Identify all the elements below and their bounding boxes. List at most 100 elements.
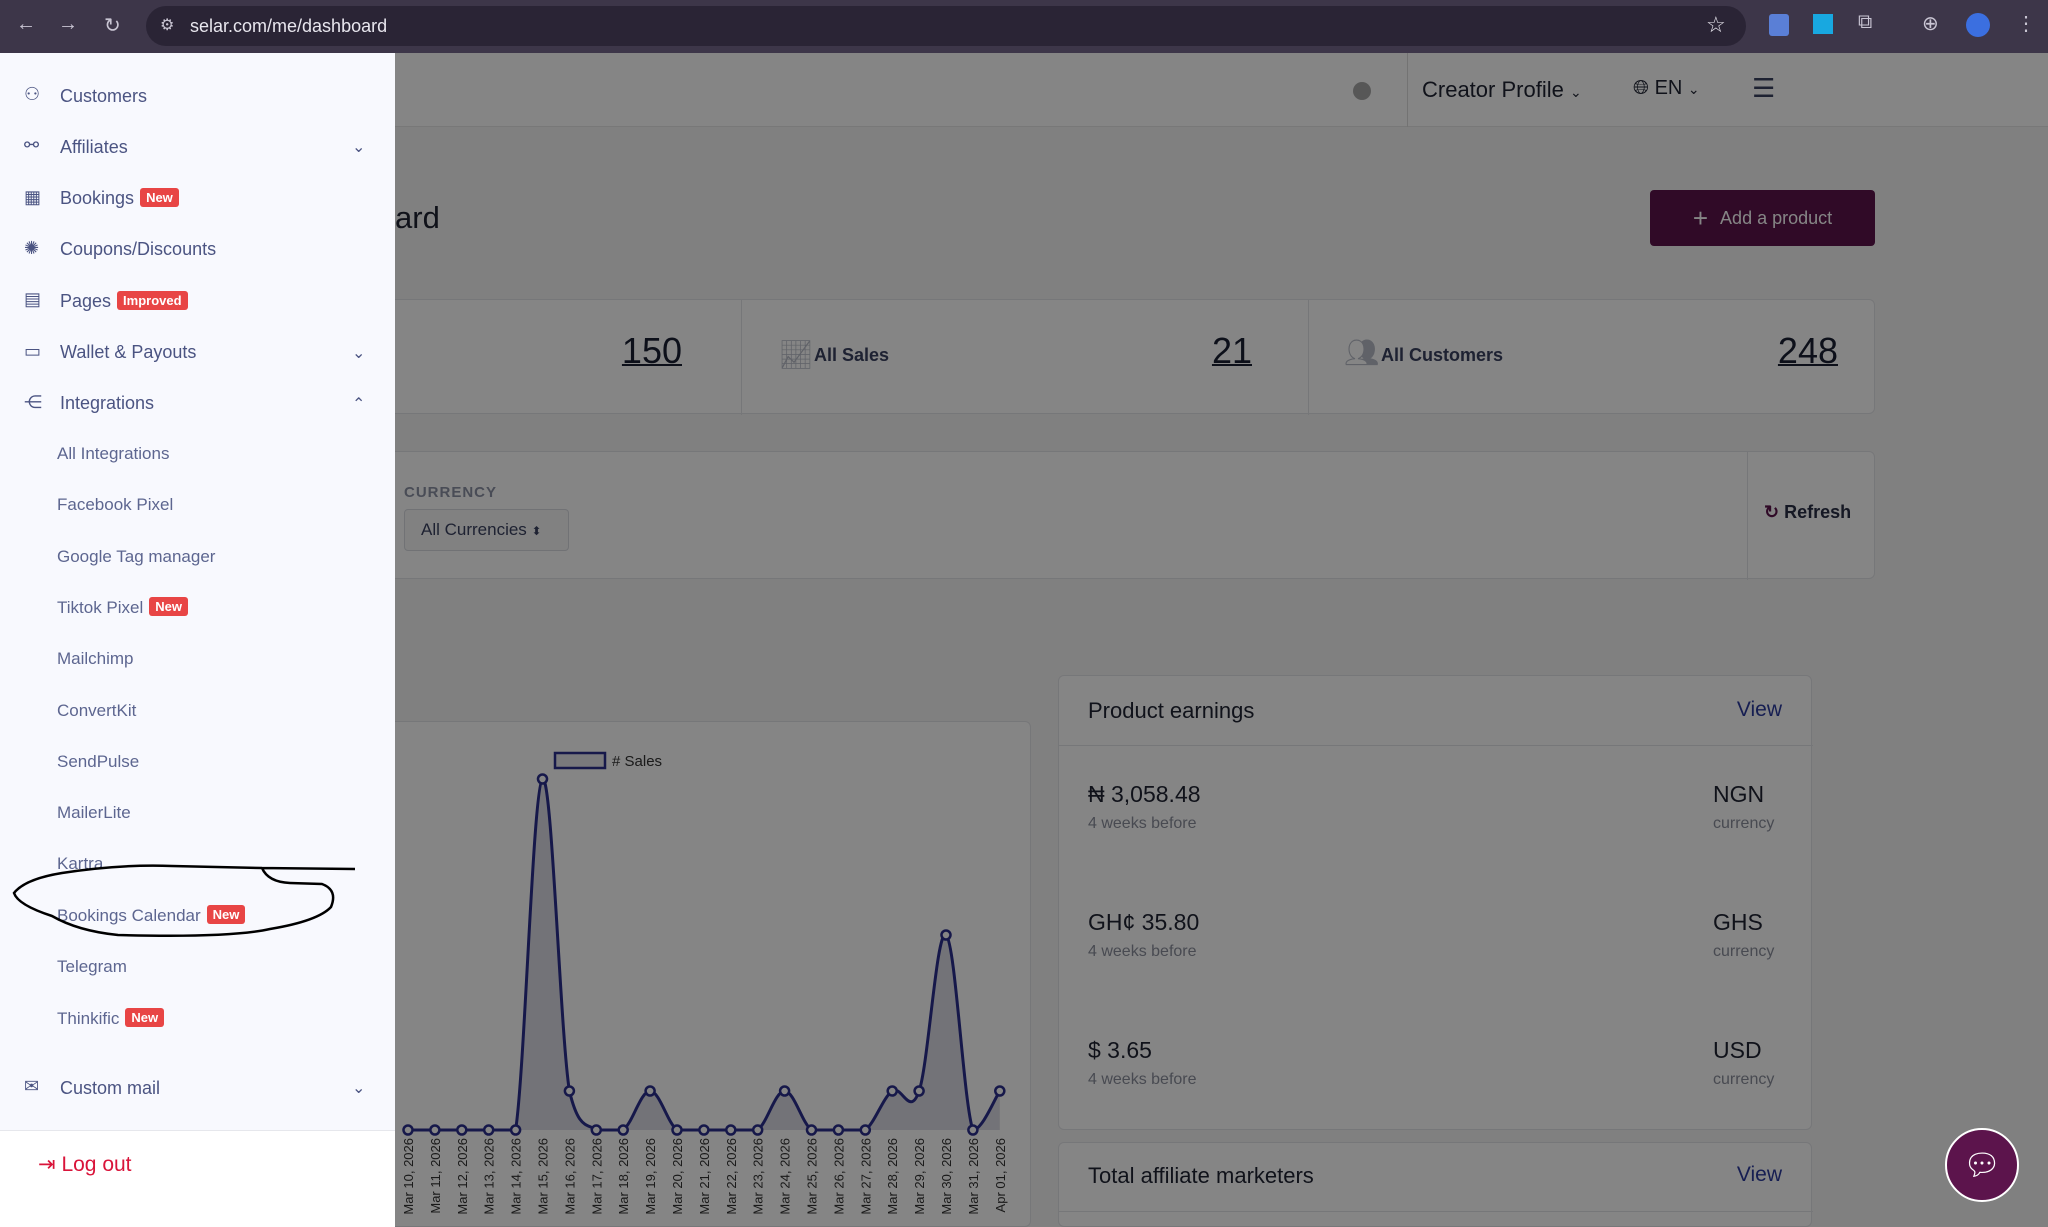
x-tick-label: Mar 15, 2026: [536, 1138, 551, 1215]
sidebar-subitem-text: Mailchimp: [57, 649, 134, 669]
back-icon[interactable]: ←: [16, 13, 36, 35]
sales-chart-card: Mar 10, 2026 Mar 11, 2026 Mar 12, 2026 Mar …: [395, 721, 1031, 1227]
x-tick-label: Mar 16, 2026: [562, 1138, 577, 1215]
earning-currency: GHS: [1713, 909, 1763, 935]
sales-data-point[interactable]: [698, 1124, 710, 1136]
sales-data-point[interactable]: [940, 929, 952, 941]
sales-data-point[interactable]: [429, 1124, 441, 1136]
sales-data-point[interactable]: [590, 1124, 603, 1136]
sidebar-item-label: Coupons/Discounts: [60, 239, 216, 260]
sales-data-point[interactable]: [402, 1124, 414, 1136]
divider: [1308, 300, 1309, 415]
site-settings-icon[interactable]: ⚙: [160, 17, 175, 34]
sales-data-point[interactable]: [967, 1124, 979, 1136]
x-tick-label: Mar 18, 2026: [616, 1138, 631, 1215]
forward-icon[interactable]: →: [58, 13, 78, 35]
bookmark-star-icon[interactable]: ☆: [1706, 12, 1726, 37]
chevron-down-icon[interactable]: ⌄: [352, 139, 366, 157]
legend-swatch[interactable]: [553, 751, 607, 770]
sidebar-subitem-label: Mailchimp: [57, 649, 134, 669]
sidebar-item-custom-mail[interactable]: ✉ Custom mail ⌄: [0, 1068, 395, 1108]
stat-value-sales[interactable]: 21: [1211, 330, 1252, 371]
stat-value-products[interactable]: 150: [621, 330, 682, 371]
sidebar: ⚇ Customers ⚯ Affiliates ⌄ ▦ Bookings New…: [0, 53, 395, 1227]
product-earnings-view-link[interactable]: View: [1736, 698, 1782, 721]
sales-data-point[interactable]: [563, 1085, 576, 1097]
stat-value-customers[interactable]: 248: [1777, 330, 1838, 371]
sidebar-subitem-all-integrations[interactable]: All Integrations: [0, 434, 395, 474]
creator-profile-dropdown[interactable]: Creator Profile ⌄: [1422, 77, 1582, 103]
logout-button[interactable]: ⇥ Log out: [38, 1152, 132, 1177]
hamburger-menu-icon[interactable]: ☰: [1752, 73, 1776, 103]
sidebar-subitem-tiktok-pixel[interactable]: Tiktok Pixel New: [0, 588, 395, 628]
language-dropdown[interactable]: 🌐︎ EN ⌄: [1633, 77, 1700, 100]
sidebar-item-pages[interactable]: ▤ Pages Improved: [0, 281, 395, 321]
refresh-button[interactable]: ↻ Refresh: [1764, 502, 1851, 523]
affiliate-marketers-view-link[interactable]: View: [1736, 1163, 1782, 1186]
sidebar-item-customers[interactable]: ⚇ Customers: [0, 76, 395, 116]
product-earnings-card: Product earnings View ₦ 3,058.48 4 weeks…: [1058, 675, 1813, 1130]
sidebar-subitem-sendpulse[interactable]: SendPulse: [0, 742, 395, 782]
translate-extension-icon[interactable]: [1769, 14, 1789, 36]
sidebar-subitem-text: MailerLite: [57, 803, 131, 823]
chat-support-button[interactable]: 💬︎: [1945, 1128, 2019, 1202]
x-tick-label: Mar 28, 2026: [885, 1138, 900, 1215]
currency-label: CURRENCY: [404, 484, 498, 501]
extension-icon[interactable]: [1813, 14, 1833, 34]
sidebar-subitem-mailerlite[interactable]: MailerLite: [0, 793, 395, 833]
sidebar-subitem-thinkific[interactable]: Thinkific New: [0, 998, 395, 1038]
sales-data-point[interactable]: [536, 773, 549, 785]
sidebar-item-coupons-discounts[interactable]: ✺ Coupons/Discounts: [0, 230, 395, 270]
sales-data-point[interactable]: [617, 1124, 629, 1136]
add-product-button[interactable]: + Add a product: [1650, 190, 1875, 246]
sidebar-footer: ⇥ Log out: [0, 1130, 395, 1227]
earning-period: 4 weeks before: [1088, 943, 1197, 960]
download-icon[interactable]: ⊕: [1922, 13, 1939, 35]
customers-icon: 👥︎: [1344, 337, 1380, 368]
sales-data-point[interactable]: [671, 1124, 683, 1136]
sidebar-subitem-facebook-pixel[interactable]: Facebook Pixel: [0, 485, 395, 525]
sales-data-point[interactable]: [859, 1124, 872, 1136]
sales-data-point[interactable]: [725, 1124, 737, 1136]
profile-avatar[interactable]: [1966, 13, 1990, 37]
sidebar-subitem-google-tag-manager[interactable]: Google Tag manager: [0, 537, 395, 577]
x-tick-label: Mar 14, 2026: [509, 1138, 524, 1215]
sidebar-item-bookings[interactable]: ▦ Bookings New: [0, 179, 395, 219]
sidebar-subitem-text: Google Tag manager: [57, 546, 216, 566]
currency-select[interactable]: All Currencies ⬍: [404, 509, 569, 551]
sales-data-point[interactable]: [913, 1085, 925, 1097]
address-bar[interactable]: ⚙ selar.com/me/dashboard ☆: [146, 6, 1746, 46]
sidebar-item-affiliates[interactable]: ⚯ Affiliates ⌄: [0, 127, 395, 167]
sales-data-point[interactable]: [778, 1085, 791, 1097]
sidebar-subitem-label: MailerLite: [57, 803, 131, 823]
sidebar-item-text: Bookings: [60, 188, 135, 209]
sidebar-subitem-telegram[interactable]: Telegram: [0, 947, 395, 987]
chat-bubble-icon: 💬︎: [1962, 1148, 2002, 1182]
sort-arrows-icon: ⬍: [531, 524, 542, 538]
coupon-icon: ✺: [24, 237, 40, 258]
sales-data-point[interactable]: [886, 1085, 898, 1097]
extensions-puzzle-icon[interactable]: ⧉: [1858, 11, 1873, 33]
affiliate-marketers-title: Total affiliate marketers: [1088, 1163, 1314, 1188]
sidebar-subitem-mailchimp[interactable]: Mailchimp: [0, 639, 395, 679]
sidebar-item-wallet-payouts[interactable]: ▭ Wallet & Payouts ⌄: [0, 333, 395, 373]
sales-data-point[interactable]: [751, 1124, 764, 1136]
sales-data-point[interactable]: [832, 1124, 845, 1136]
chevron-down-icon[interactable]: ⌄: [352, 344, 366, 362]
sales-data-point[interactable]: [456, 1124, 468, 1136]
sales-data-point[interactable]: [509, 1124, 522, 1136]
sales-data-point[interactable]: [644, 1085, 656, 1097]
sales-data-point[interactable]: [482, 1124, 495, 1136]
sales-data-point[interactable]: [994, 1085, 1006, 1097]
modal-backdrop[interactable]: [395, 53, 2048, 1227]
chevron-up-icon[interactable]: ⌃: [352, 395, 366, 413]
menu-dots-icon[interactable]: ⋮: [2016, 13, 2036, 35]
url-text[interactable]: selar.com/me/dashboard: [190, 16, 388, 36]
sidebar-subitem-convertkit[interactable]: ConvertKit: [0, 691, 395, 731]
divider: [1059, 745, 1813, 746]
sidebar-subitem-bookings-calendar[interactable]: Bookings Calendar New: [0, 896, 395, 936]
sidebar-item-integrations[interactable]: ⋲ Integrations ⌃: [0, 384, 395, 424]
reload-icon[interactable]: ↻: [104, 15, 121, 37]
sales-data-point[interactable]: [805, 1124, 818, 1136]
refresh-icon: ↻: [1764, 502, 1780, 522]
